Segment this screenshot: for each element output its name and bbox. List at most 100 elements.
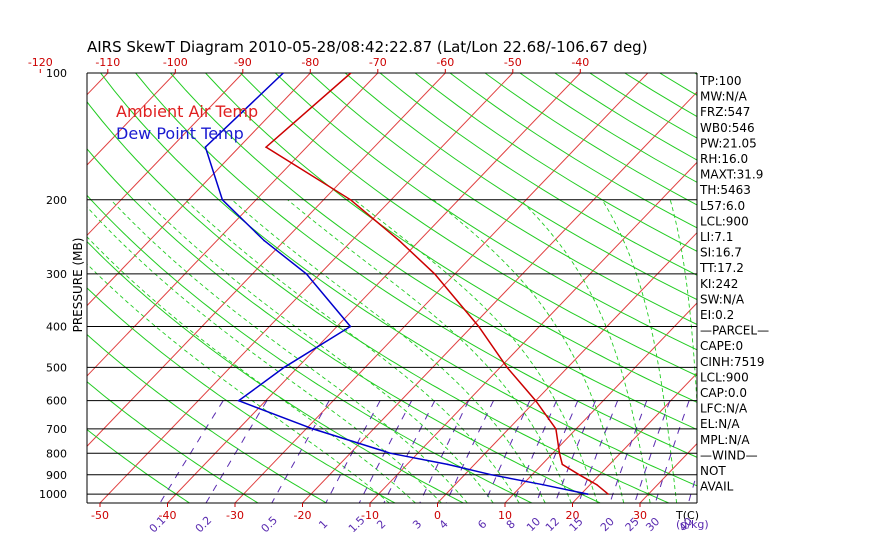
mixing-ratio-unit-label: (g/kg) (676, 518, 709, 531)
temperature-point (477, 325, 480, 328)
temperature-point (349, 198, 352, 201)
mixing-ratio-tick-label: 12 (543, 515, 562, 534)
temp-tick-label-bottom: -20 (294, 509, 312, 522)
legend: Ambient Air Temp Dew Point Temp (116, 102, 258, 143)
isotherm-line (302, 91, 697, 503)
dewpoint-point (237, 399, 240, 402)
mixing-ratio-line (419, 400, 470, 503)
index-entry: CINH:7519 (700, 355, 765, 369)
index-entry: PW:21.05 (700, 136, 757, 150)
dry-adiabat-line (87, 101, 669, 503)
mixing-ratio-line (383, 400, 436, 503)
index-entry: FRZ:547 (700, 105, 750, 119)
dewpoint-profile-line (204, 73, 588, 495)
mixing-ratio-tick-label: 6 (475, 517, 489, 531)
mixing-ratio-tick-label: 0.5 (259, 514, 281, 536)
index-entry: MAXT:31.9 (700, 168, 763, 182)
temperature-point (506, 366, 508, 369)
isotherm-line (99, 73, 514, 503)
pressure-tick-label: 500 (46, 361, 67, 374)
index-entry: TH:5463 (699, 183, 751, 197)
mixing-ratio-line (358, 400, 413, 503)
temp-tick-label-top: -90 (234, 56, 252, 69)
index-entry: —WIND— (700, 448, 758, 462)
index-entry: SI:16.7 (700, 246, 742, 260)
mixing-ratio-line (484, 400, 531, 503)
mixing-ratio-tick-label: 8 (504, 517, 518, 531)
dry-adiabat-line (87, 194, 533, 503)
temperature-point (607, 493, 609, 495)
dewpoint-point (349, 325, 352, 328)
temp-tick-label-top: -50 (504, 56, 522, 69)
index-entry: LCL:900 (700, 370, 749, 384)
isotherm-line (437, 231, 697, 503)
index-entry: EI:0.2 (700, 308, 734, 322)
index-entry: LI:7.1 (700, 230, 733, 244)
temp-tick-label-bottom: 10 (498, 509, 512, 522)
temp-tick-label-bottom: -50 (91, 509, 109, 522)
moist-adiabat-line (433, 199, 625, 503)
temp-tick-label-top: -80 (301, 56, 319, 69)
temperature-point (350, 73, 352, 74)
index-entry: TP:100 (699, 74, 742, 88)
pressure-tick-label: 300 (46, 268, 67, 281)
index-entry: L57:6.0 (700, 199, 745, 213)
temp-tick-label-bottom: 20 (566, 509, 580, 522)
mixing-ratio-line (634, 400, 671, 503)
temp-tick-label-bottom: 30 (633, 509, 647, 522)
chart-title: AIRS SkewT Diagram 2010-05-28/08:42:22.8… (87, 38, 648, 56)
temperature-point (433, 273, 436, 275)
dewpoint-point (587, 493, 589, 495)
isotherm-line (87, 73, 176, 166)
moist-adiabat-line (87, 206, 442, 503)
dry-adiabat-line (659, 73, 697, 96)
diagram-grid (0, 73, 870, 503)
dry-adiabat-line (87, 428, 190, 503)
index-entry: KI:242 (700, 277, 738, 291)
dry-adiabat-line (87, 240, 464, 503)
dry-adiabat-line (87, 333, 327, 503)
moist-adiabat-line (354, 199, 598, 503)
temp-tick-label-top: -60 (436, 56, 454, 69)
isotherm-line (87, 73, 244, 237)
temp-tick-label-top: -70 (369, 56, 387, 69)
isotherm-line (504, 302, 697, 503)
dewpoint-point (312, 428, 314, 430)
mixing-ratio-tick-label: 20 (598, 515, 617, 534)
isotherm-line (775, 73, 870, 503)
dry-adiabat-line (87, 381, 259, 503)
index-entry: NOT (700, 464, 726, 478)
mixing-ratio-line (271, 400, 330, 503)
dry-adiabat-line (100, 73, 697, 487)
pressure-tick-label: 1000 (39, 488, 67, 501)
moist-adiabat-line (669, 199, 697, 409)
temperature-point (578, 474, 581, 476)
mixing-ratio-line (654, 400, 690, 503)
dewpoint-point (204, 146, 207, 148)
dry-adiabat-line (274, 73, 697, 351)
dry-adiabat-line (87, 287, 396, 503)
pressure-tick-label: 800 (46, 447, 67, 460)
temp-tick-label-top: -40 (571, 56, 589, 69)
mixing-ratio-tick-label: 1 (316, 517, 330, 531)
isotherm-line (234, 73, 649, 503)
dewpoint-point (542, 483, 544, 486)
dewpoint-point (490, 474, 493, 476)
temp-tick-label-bottom: -30 (226, 509, 244, 522)
dry-adiabat-line (414, 73, 697, 252)
index-entry: SW:N/A (700, 292, 745, 306)
dry-adiabat-line (379, 73, 697, 276)
dry-adiabat-line (170, 73, 697, 431)
index-entry: TT:17.2 (699, 261, 744, 275)
index-entry: MW:N/A (700, 90, 748, 104)
temp-unit-label: T(C) (675, 509, 699, 522)
isotherm-line (0, 73, 40, 503)
temperature-point (561, 463, 564, 466)
pressure-tick-label: 600 (46, 395, 67, 408)
index-entry: LFC:N/A (700, 402, 748, 416)
moist-adiabat-line (287, 199, 572, 503)
dewpoint-point (263, 239, 265, 242)
isotherm-line (167, 73, 581, 503)
temp-tick-label-top: -120 (28, 56, 53, 69)
